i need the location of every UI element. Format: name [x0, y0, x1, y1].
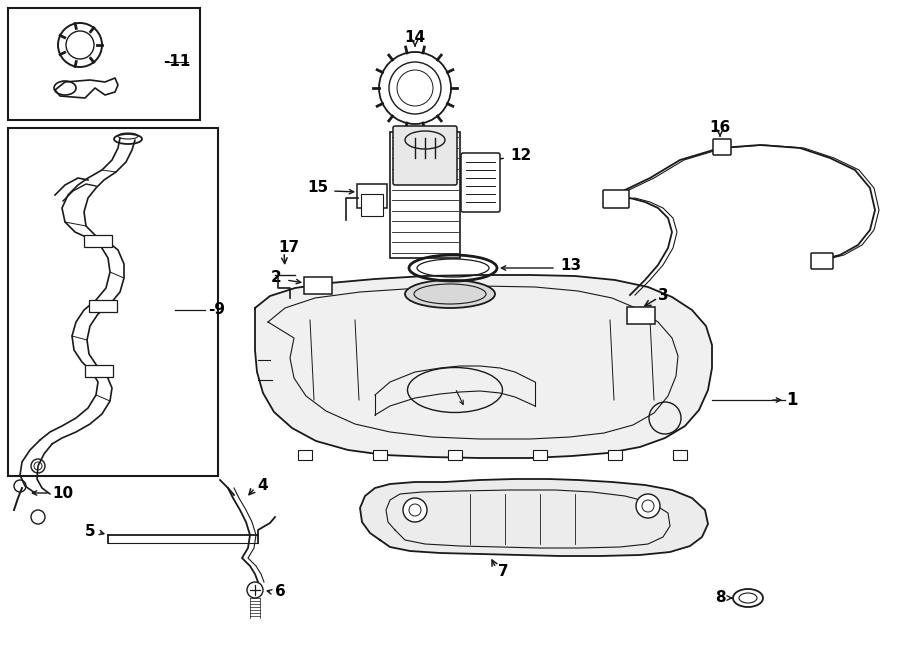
Text: 4: 4	[257, 477, 267, 493]
Text: 10: 10	[52, 485, 73, 500]
Text: 16: 16	[709, 120, 731, 136]
Bar	[390, 132, 460, 258]
Bar	[89, 300, 117, 312]
Text: 14: 14	[404, 30, 426, 46]
Ellipse shape	[405, 280, 495, 308]
FancyBboxPatch shape	[713, 139, 731, 155]
Bar	[8, 8, 200, 120]
FancyBboxPatch shape	[811, 253, 833, 269]
Bar	[608, 450, 622, 460]
Text: 8: 8	[716, 591, 726, 606]
Text: -11: -11	[163, 54, 190, 70]
Text: 15: 15	[307, 181, 328, 195]
Polygon shape	[360, 479, 708, 556]
Polygon shape	[255, 275, 712, 458]
FancyBboxPatch shape	[393, 126, 457, 185]
Bar	[8, 128, 218, 476]
FancyBboxPatch shape	[603, 190, 629, 208]
Text: 7: 7	[498, 565, 508, 579]
Bar	[84, 235, 112, 247]
Text: 12: 12	[510, 148, 531, 162]
Circle shape	[247, 582, 263, 598]
Bar	[533, 450, 547, 460]
Bar	[373, 450, 387, 460]
Text: 6: 6	[275, 585, 286, 600]
Text: 3: 3	[658, 287, 669, 303]
Bar	[673, 450, 687, 460]
Circle shape	[636, 494, 660, 518]
Bar	[448, 450, 462, 460]
FancyBboxPatch shape	[461, 153, 500, 212]
Circle shape	[403, 498, 427, 522]
FancyBboxPatch shape	[304, 277, 332, 294]
Text: 5: 5	[85, 524, 95, 540]
Text: 2: 2	[271, 271, 282, 285]
Text: 1: 1	[786, 391, 797, 409]
FancyBboxPatch shape	[357, 184, 387, 208]
Bar	[298, 450, 312, 460]
FancyBboxPatch shape	[361, 194, 383, 216]
FancyBboxPatch shape	[627, 307, 655, 324]
Bar	[85, 365, 113, 377]
Text: 13: 13	[560, 258, 581, 273]
Text: 17: 17	[278, 240, 299, 256]
Text: -9: -9	[208, 303, 225, 318]
